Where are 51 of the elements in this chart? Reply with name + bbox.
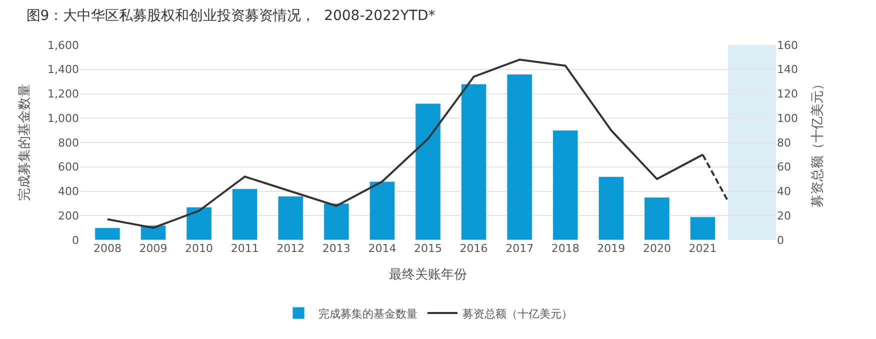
bar bbox=[369, 181, 396, 240]
x-tick-label: 2010 bbox=[185, 242, 214, 255]
y2-tick-label: 80 bbox=[777, 136, 791, 150]
x-tick-label: 2015 bbox=[414, 242, 442, 255]
bar bbox=[460, 84, 487, 240]
y2-tick-label: 40 bbox=[777, 185, 791, 198]
legend-label: 募资总额（十亿美元） bbox=[462, 307, 572, 320]
x-tick-label: 2011 bbox=[230, 242, 259, 255]
chart-title: 图9：大中华区私募股权和创业投资募资情况， 2008-2022YTD* bbox=[26, 8, 436, 24]
x-tick-label: 2012 bbox=[276, 242, 305, 255]
bar bbox=[690, 216, 716, 240]
bar bbox=[552, 130, 578, 240]
y2-tick-label: 140 bbox=[777, 63, 798, 76]
x-tick-label: 2013 bbox=[322, 242, 350, 255]
x-tick-label: 2008 bbox=[93, 242, 122, 255]
bar bbox=[278, 196, 304, 240]
bar bbox=[186, 206, 212, 240]
y2-tick-label: 60 bbox=[777, 160, 791, 174]
bar bbox=[94, 228, 120, 240]
x-tick-label: 2016 bbox=[460, 242, 488, 255]
x-tick-label: 2020 bbox=[642, 242, 671, 255]
bar bbox=[506, 74, 532, 240]
y-tick-label: 1,000 bbox=[48, 112, 79, 125]
y2-tick-label: 100 bbox=[777, 112, 798, 125]
x-axis-title: 最终关账年份 bbox=[389, 268, 467, 283]
bar bbox=[324, 203, 350, 240]
x-tick-label: 2021 bbox=[688, 242, 717, 255]
y-tick-label: 1,400 bbox=[48, 63, 79, 76]
x-tick-label: 2018 bbox=[551, 242, 580, 255]
y-tick-label: 1,200 bbox=[48, 88, 79, 101]
y-tick-label: 800 bbox=[58, 136, 79, 150]
bar bbox=[598, 176, 624, 240]
x-tick-label: 2019 bbox=[597, 242, 626, 255]
y-tick-label: 200 bbox=[58, 209, 79, 222]
bar bbox=[415, 103, 441, 240]
x-tick-label: 2009 bbox=[139, 242, 168, 255]
y-axis-title: 完成募集的基金数量 bbox=[16, 84, 32, 201]
legend-label: 完成募集的基金数量 bbox=[318, 307, 418, 320]
y-tick-label: 400 bbox=[58, 185, 79, 198]
y2-axis-title: 募资总额（十亿美元） bbox=[810, 78, 826, 208]
y2-tick-label: 120 bbox=[777, 88, 798, 101]
y2-tick-label: 160 bbox=[777, 38, 798, 52]
bar bbox=[644, 197, 670, 240]
y-tick-label: 1,600 bbox=[48, 38, 79, 52]
x-tick-label: 2014 bbox=[368, 242, 396, 255]
y2-tick-label: 0 bbox=[777, 234, 784, 247]
y2-tick-label: 20 bbox=[777, 209, 791, 222]
x-tick-label: 2017 bbox=[506, 242, 534, 255]
bar bbox=[232, 188, 258, 240]
y-tick-label: 0 bbox=[72, 234, 79, 247]
y-tick-label: 600 bbox=[58, 160, 79, 174]
